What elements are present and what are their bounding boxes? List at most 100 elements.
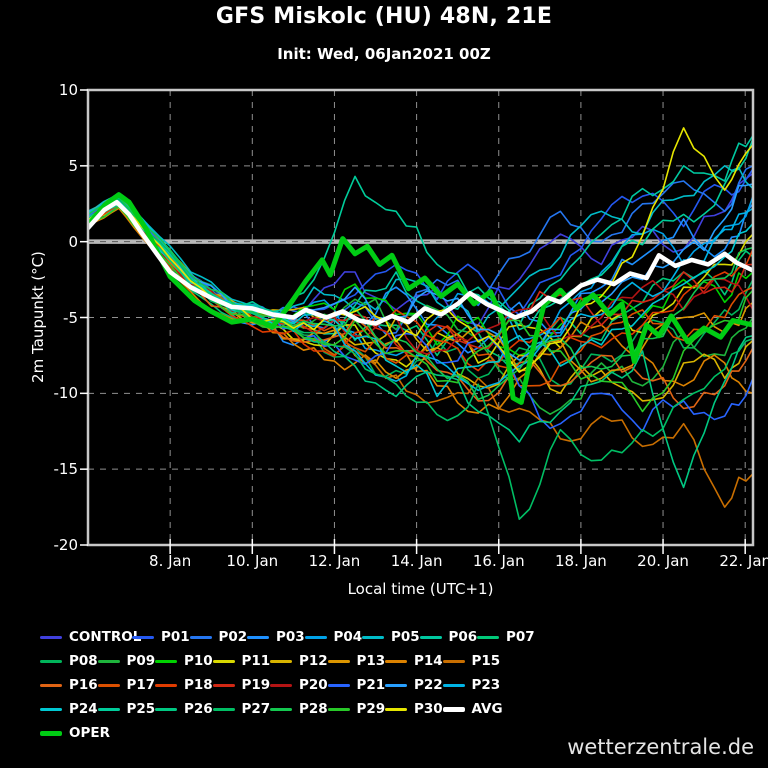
y-tick-label: -20 [53, 536, 79, 554]
legend-label: P23 [471, 677, 501, 693]
legend-item-p26: P26 [155, 701, 213, 717]
legend-item-p07: P07 [477, 629, 535, 645]
y-tick-label: -15 [53, 460, 79, 479]
legend-swatch [442, 706, 465, 712]
legend-label: P21 [356, 677, 386, 693]
legend-item-p30: P30 [385, 701, 443, 717]
legend-item-p05: P05 [362, 629, 420, 645]
series-P02 [88, 165, 753, 335]
legend-row: P08 P09 P10 P11 P12 P13 P14 P15 [40, 649, 535, 673]
legend-item-p17: P17 [97, 677, 156, 693]
legend-row: CONTROL P01 P02 P03 P04 P05 P06 P07 [40, 625, 535, 649]
legend-swatch [385, 659, 407, 663]
legend-item-p22: P22 [385, 677, 443, 693]
legend-item-p24: P24 [40, 701, 98, 717]
legend-swatch [270, 659, 292, 663]
legend-label: P05 [391, 629, 420, 645]
x-tick-label: 16. Jan [472, 552, 525, 570]
series-P30 [88, 127, 753, 373]
series-P12 [88, 193, 753, 402]
legend-item-oper: OPER [40, 725, 110, 741]
legend-swatch [189, 635, 212, 639]
legend-label: P28 [299, 701, 328, 717]
legend-swatch [40, 659, 62, 663]
legend-swatch [385, 683, 407, 687]
legend-label: P11 [241, 653, 271, 669]
y-tick-label: 0 [68, 232, 78, 251]
legend-item-p21: P21 [327, 677, 386, 693]
x-tick-label: 20. Jan [637, 552, 689, 570]
legend-item-p04: P04 [304, 629, 363, 645]
x-tick-label: 10. Jan [226, 552, 279, 570]
legend-label: P27 [241, 701, 271, 717]
legend-swatch [442, 659, 465, 663]
legend-swatch [442, 683, 465, 687]
legend-row: P24 P25 P26 P27 P28 P29 P30 AVG [40, 697, 535, 721]
legend-swatch [419, 635, 442, 639]
x-axis-title: Local time (UTC+1) [347, 580, 494, 598]
legend-swatch [155, 659, 177, 663]
legend-label: P24 [69, 701, 98, 717]
x-tick-label: 8. Jan [149, 552, 192, 570]
legend-label: P14 [414, 653, 443, 669]
legend-label: P03 [276, 629, 305, 645]
legend-item-p12: P12 [270, 653, 328, 669]
legend-item-p25: P25 [97, 701, 156, 717]
legend-label: P17 [126, 677, 156, 693]
y-tick-label: -5 [63, 308, 78, 327]
legend-label: P04 [333, 629, 363, 645]
legend-item-p20: P20 [270, 677, 328, 693]
legend-item-p15: P15 [442, 653, 501, 669]
legend-label: P18 [184, 677, 213, 693]
legend-label: P30 [414, 701, 443, 717]
legend-label: P20 [299, 677, 328, 693]
legend-label: P02 [218, 629, 248, 645]
legend-label: P15 [471, 653, 501, 669]
legend-swatch [304, 635, 327, 639]
legend-item-p19: P19 [212, 677, 270, 693]
legend-item-p10: P10 [155, 653, 213, 669]
series-P28 [88, 195, 753, 401]
legend-swatch [97, 659, 120, 663]
legend-swatch [362, 635, 384, 639]
legend-swatch [40, 635, 62, 639]
series-OPER [88, 192, 753, 405]
y-tick-label: -10 [53, 384, 79, 403]
legend-label: P16 [69, 677, 98, 693]
legend-swatch [212, 683, 235, 687]
legend-label: AVG [471, 701, 503, 717]
legend-item-p01: P01 [132, 629, 190, 645]
legend-label: P07 [506, 629, 535, 645]
legend-item-p11: P11 [212, 653, 271, 669]
legend-label: P13 [356, 653, 386, 669]
legend-swatch [327, 707, 350, 711]
legend-swatch [132, 635, 154, 639]
legend-swatch [40, 730, 62, 736]
legend-item-p27: P27 [212, 701, 271, 717]
legend-swatch [40, 707, 62, 711]
legend-swatch [385, 707, 407, 711]
legend-label: P10 [184, 653, 213, 669]
legend-swatch [270, 683, 292, 687]
legend-swatch [270, 707, 292, 711]
ensemble-spaghetti-plot [80, 88, 755, 554]
init-subtitle: Init: Wed, 06Jan2021 00Z [277, 45, 491, 63]
legend-label: P25 [126, 701, 156, 717]
legend-row: P16 P17 P18 P19 P20 P21 P22 P23 [40, 673, 535, 697]
legend-swatch [327, 683, 350, 687]
legend-swatch [155, 683, 177, 687]
legend-label: P06 [448, 629, 478, 645]
series-AVG [88, 199, 753, 326]
watermark: wetterzentrale.de [567, 735, 754, 759]
legend-swatch [212, 707, 235, 711]
legend-item-control: CONTROL [40, 629, 141, 645]
legend-swatch [327, 659, 350, 663]
legend-swatch [155, 707, 177, 711]
legend-label: P09 [126, 653, 156, 669]
x-tick-label: 12. Jan [308, 552, 361, 570]
legend-item-p03: P03 [247, 629, 305, 645]
legend-item-p06: P06 [419, 629, 478, 645]
series-P27 [88, 198, 753, 521]
legend-item-p14: P14 [385, 653, 443, 669]
legend-swatch [212, 659, 235, 663]
